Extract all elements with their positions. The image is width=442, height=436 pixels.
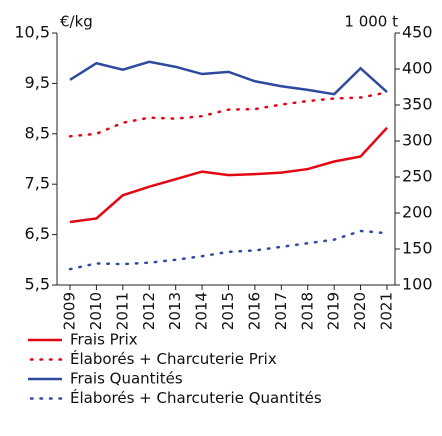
y2-tick-label: 400 bbox=[402, 59, 433, 78]
legend-label: Frais Prix bbox=[70, 331, 138, 349]
y-tick-label: 5,5 bbox=[25, 275, 50, 294]
y2-tick-label: 100 bbox=[402, 275, 433, 294]
x-tick-label: 2013 bbox=[166, 292, 184, 330]
x-tick-label: 2021 bbox=[378, 292, 396, 330]
x-tick-label: 2016 bbox=[245, 292, 263, 330]
x-tick-label: 2010 bbox=[87, 292, 105, 330]
x-tick-label: 2019 bbox=[325, 292, 343, 330]
y2-tick-label: 450 bbox=[402, 23, 433, 42]
x-tick-label: 2017 bbox=[272, 292, 290, 330]
x-tick-label: 2012 bbox=[140, 292, 158, 330]
y-tick-label: 10,5 bbox=[14, 23, 50, 42]
x-tick-label: 2018 bbox=[298, 292, 316, 330]
legend-label: Frais Quantités bbox=[70, 370, 183, 388]
x-tick-label: 2009 bbox=[61, 292, 79, 330]
y2-tick-label: 150 bbox=[402, 239, 433, 258]
y-tick-label: 6,5 bbox=[25, 224, 50, 243]
series-line bbox=[69, 126, 388, 224]
legend-label: Élaborés + Charcuterie Prix bbox=[70, 349, 277, 368]
y2-tick-label: 300 bbox=[402, 131, 433, 150]
series-line bbox=[68, 91, 389, 138]
x-tick-label: 2011 bbox=[113, 292, 131, 330]
x-tick-label: 2015 bbox=[219, 292, 237, 330]
y2-tick-label: 250 bbox=[402, 167, 433, 186]
y-tick-label: 8,5 bbox=[25, 123, 50, 142]
series-line bbox=[69, 60, 388, 96]
x-tick-label: 2020 bbox=[351, 292, 369, 330]
y2-tick-label: 350 bbox=[402, 95, 433, 114]
x-tick-label: 2014 bbox=[193, 292, 211, 330]
y-tick-label: 9,5 bbox=[25, 73, 50, 92]
series-line bbox=[68, 229, 389, 271]
y-unit: €/kg bbox=[60, 13, 93, 31]
y-tick-label: 7,5 bbox=[25, 174, 50, 193]
legend-label: Élaborés + Charcuterie Quantités bbox=[70, 388, 322, 407]
y2-unit: 1 000 t bbox=[344, 13, 398, 31]
y2-tick-label: 200 bbox=[402, 203, 433, 222]
